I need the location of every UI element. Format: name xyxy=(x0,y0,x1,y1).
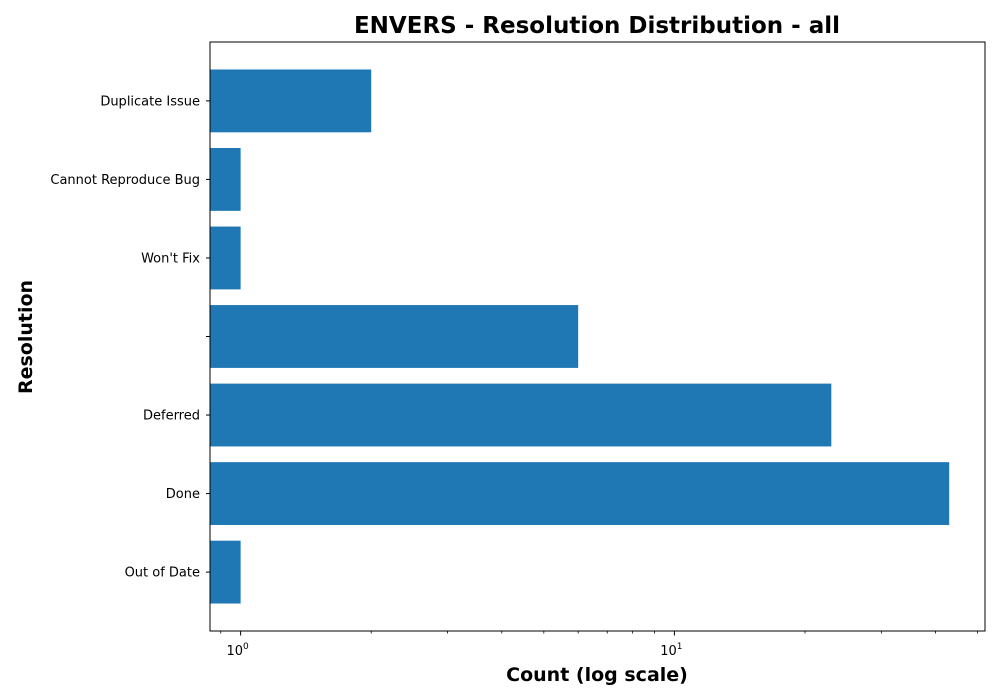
y-tick-label: Out of Date xyxy=(125,566,200,581)
bars-group xyxy=(210,69,950,604)
bar xyxy=(210,305,579,368)
bar xyxy=(210,383,832,447)
bar xyxy=(210,462,950,525)
plot-frame xyxy=(209,41,986,632)
y-tick-label: Deferred xyxy=(143,409,200,424)
y-axis-title: Resolution xyxy=(15,280,37,394)
y-ticks-group: Duplicate Issue Cannot Reproduce Bug Won't… xyxy=(50,94,210,581)
x-axis-title: Count (log scale) xyxy=(506,664,688,686)
x-tick-label: 101 xyxy=(660,642,682,659)
chart-title: ENVERS - Resolution Distribution - all xyxy=(354,13,840,39)
y-tick-label: Duplicate Issue xyxy=(100,94,200,109)
bar xyxy=(210,69,372,133)
bar xyxy=(210,540,241,604)
y-tick-label: Won't Fix xyxy=(141,251,200,266)
y-tick-label: Cannot Reproduce Bug xyxy=(50,173,200,188)
y-tick-label: Done xyxy=(166,487,200,502)
bar xyxy=(210,226,241,290)
bar xyxy=(210,148,241,211)
x-ticks-group: 100 101 xyxy=(220,631,979,659)
x-tick-label: 100 xyxy=(226,642,249,659)
